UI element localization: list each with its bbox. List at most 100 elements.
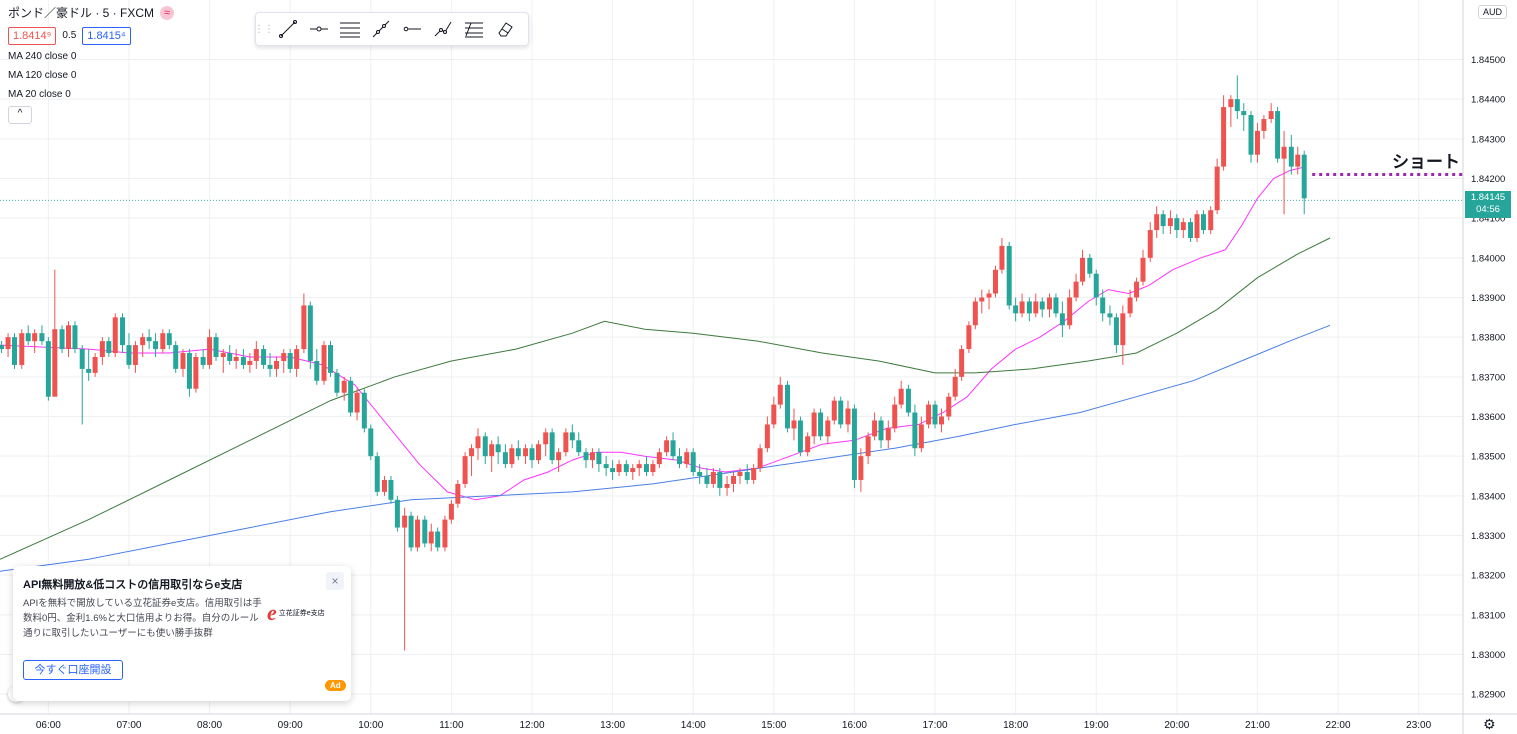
candle-body [193, 357, 199, 389]
candle-body [1080, 257, 1086, 282]
candle-body [569, 432, 575, 441]
candle-body [294, 349, 300, 369]
time-axis-tick-label: 14:00 [681, 720, 706, 731]
candle-body [898, 388, 904, 405]
indicator-ma20[interactable]: MA 20 close 0 [8, 89, 71, 100]
candle-body [771, 404, 777, 425]
candle-body [314, 360, 320, 381]
candle-body [200, 357, 206, 365]
time-axis-tick-label: 13:00 [600, 720, 625, 731]
candle-body [186, 353, 192, 389]
candle-body [946, 396, 952, 417]
time-axis-tick-label: 15:00 [761, 720, 786, 731]
candle-body [596, 452, 602, 465]
eraser-tool-icon[interactable] [489, 13, 520, 45]
ad-title: API無料開放&低コストの信用取引ならe支店 [23, 579, 243, 591]
price-axis-tick-label: 1.84000 [1471, 253, 1505, 264]
candle-body [885, 428, 891, 441]
candle-body [932, 404, 938, 425]
horizontal-ray-tool-icon[interactable] [303, 13, 334, 45]
candle-body [112, 317, 118, 354]
last-price-label: 1.84145 04:56 [1465, 191, 1511, 218]
price-axis-tick-label: 1.82900 [1471, 690, 1505, 701]
candle-body [643, 464, 649, 473]
candle-body [321, 345, 327, 381]
candle-body [1127, 297, 1133, 314]
candle-body [972, 301, 978, 326]
candle-body [805, 436, 811, 453]
candle-body [25, 333, 31, 342]
trend-line-tool-icon[interactable] [272, 13, 303, 45]
candle-body [1039, 301, 1045, 310]
candle-body [32, 333, 38, 342]
settings-gear-icon[interactable]: ⚙ [1483, 716, 1496, 732]
time-axis-tick-label: 22:00 [1326, 720, 1351, 731]
price-axis-tick-label: 1.84400 [1471, 95, 1505, 106]
candle-body [361, 392, 367, 429]
buy-price-button[interactable]: 1.8415⁴ [82, 27, 131, 45]
last-price-value: 1.84145 [1470, 192, 1506, 203]
open-account-button[interactable]: 今すぐ口座開設 [23, 660, 123, 680]
candle-body [0, 345, 5, 350]
candle-body [348, 380, 354, 413]
candle-body [1160, 214, 1166, 227]
time-axis-tick-label: 17:00 [923, 720, 948, 731]
symbol-title[interactable]: ポンド／豪ドル · 5 · FXCM ≈ [8, 6, 174, 20]
candle-body [1113, 317, 1119, 346]
fib-retracement-tool-icon[interactable] [458, 13, 489, 45]
candle-body [166, 333, 172, 346]
time-axis-tick-label: 11:00 [439, 720, 464, 731]
candle-body [475, 436, 481, 449]
candle-body [1228, 99, 1234, 108]
candle-body [1107, 313, 1113, 318]
candle-body [368, 428, 374, 457]
sell-price-button[interactable]: 1.8414⁹ [8, 27, 57, 45]
candle-body [92, 357, 98, 373]
ad-popup: API無料開放&低コストの信用取引ならe支店 × APIを無料で開放している立花… [13, 566, 351, 701]
drag-handle-icon[interactable]: ⋮⋮ [254, 23, 274, 35]
candle-body [603, 464, 609, 469]
candle-body [247, 360, 253, 365]
candle-body [1208, 210, 1214, 231]
candle-body [1026, 301, 1032, 314]
candle-body [1248, 115, 1254, 155]
ad-logo[interactable]: e 立花証券e支店 [267, 602, 325, 624]
candle-body [341, 380, 347, 393]
indicator-ma240[interactable]: MA 240 close 0 [8, 51, 77, 62]
candle-body [281, 353, 287, 361]
ad-close-button[interactable]: × [326, 572, 344, 590]
candle-body [495, 444, 501, 453]
candle-body [764, 424, 770, 449]
candle-body [415, 519, 421, 548]
price-axis-tick-label: 1.83500 [1471, 452, 1505, 463]
candle-body [334, 372, 340, 393]
indicator-ma120[interactable]: MA 120 close 0 [8, 70, 77, 81]
price-axis-tick-label: 1.83400 [1471, 491, 1505, 502]
time-axis-tick-label: 07:00 [116, 720, 141, 731]
candle-body [912, 412, 918, 449]
candle-body [878, 420, 884, 441]
price-axis-tick-label: 1.83800 [1471, 333, 1505, 344]
currency-label[interactable]: AUD [1478, 5, 1508, 19]
candle-body [408, 515, 414, 548]
candle-body [892, 404, 898, 429]
candle-body [670, 440, 676, 457]
horizontal-line-tool-icon[interactable] [396, 13, 427, 45]
candle-body [1214, 166, 1220, 211]
candle-body [650, 464, 656, 473]
parallel-channel-tool-icon[interactable] [334, 13, 365, 45]
spread-value: 0.5 [62, 30, 77, 41]
extended-line-tool-icon[interactable] [365, 13, 396, 45]
candle-body [1046, 297, 1052, 310]
ad-logo-text: 立花証券e支店 [278, 610, 325, 617]
candle-body [307, 305, 313, 361]
candle-body [1281, 146, 1287, 159]
candle-body [126, 345, 132, 365]
market-status-icon[interactable]: ≈ [160, 6, 174, 20]
candle-body [448, 503, 454, 520]
collapse-legend-button[interactable]: ^ [8, 106, 32, 124]
candle-body [1241, 111, 1247, 116]
path-tool-icon[interactable] [427, 13, 458, 45]
candle-body [1194, 214, 1200, 238]
